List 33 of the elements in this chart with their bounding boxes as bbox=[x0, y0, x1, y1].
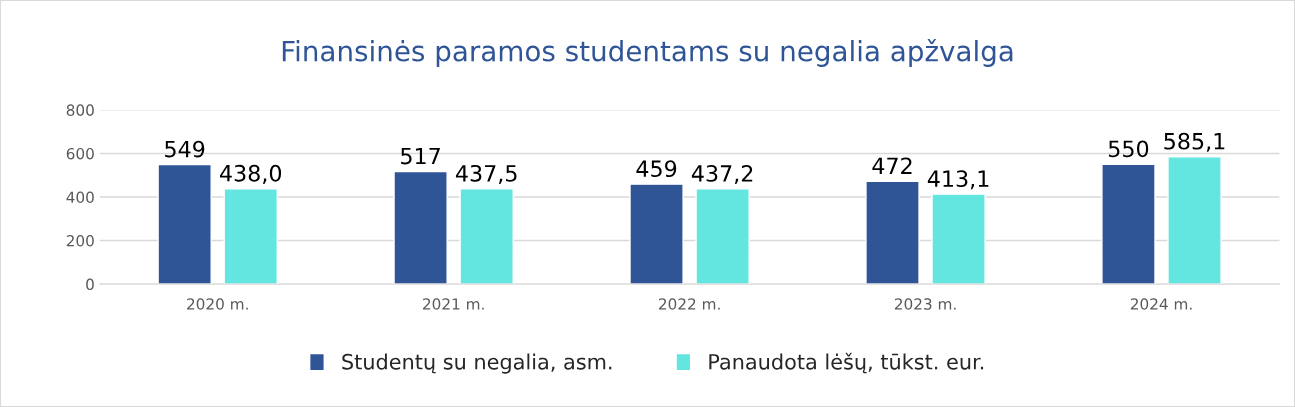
data-label: 472 bbox=[872, 157, 912, 174]
x-tick-label: 2024 m. bbox=[1130, 298, 1192, 310]
legend-label: Panaudota lėšų, tūkst. eur. bbox=[709, 352, 984, 374]
y-tick-label: 600 bbox=[66, 147, 94, 160]
x-tick-label: 2022 m. bbox=[658, 298, 720, 310]
bar bbox=[629, 183, 684, 285]
bar bbox=[223, 188, 278, 285]
bar bbox=[931, 193, 986, 285]
y-tick-label: 400 bbox=[66, 191, 94, 204]
data-label: 437,2 bbox=[691, 165, 753, 185]
data-label: 437,5 bbox=[455, 164, 517, 185]
bar bbox=[695, 188, 750, 285]
bar bbox=[865, 180, 920, 285]
x-tick-label: 2021 m. bbox=[423, 298, 484, 310]
data-label: 517 bbox=[401, 147, 440, 165]
bar bbox=[1101, 163, 1156, 285]
data-label: 438,0 bbox=[220, 164, 282, 184]
legend-label: Studentų su negalia, asm. bbox=[342, 353, 612, 374]
data-label: 550 bbox=[1108, 140, 1149, 158]
bar bbox=[157, 163, 212, 285]
x-tick-label: 2020 m. bbox=[187, 298, 248, 310]
x-tick-label: 2023 m. bbox=[894, 298, 956, 310]
chart-title: Finansinės paramos studentams su negalia apžvalga bbox=[282, 38, 1013, 67]
data-label: 413,1 bbox=[927, 170, 989, 190]
bar bbox=[1167, 155, 1222, 285]
bar bbox=[459, 188, 514, 285]
y-tick-label: 0 bbox=[86, 278, 94, 291]
data-label: 585,1 bbox=[1164, 132, 1225, 152]
bar bbox=[393, 170, 448, 285]
data-label: 549 bbox=[165, 140, 205, 158]
data-label: 459 bbox=[636, 160, 677, 178]
y-tick-label: 800 bbox=[66, 104, 94, 116]
y-tick-label: 200 bbox=[66, 235, 94, 247]
